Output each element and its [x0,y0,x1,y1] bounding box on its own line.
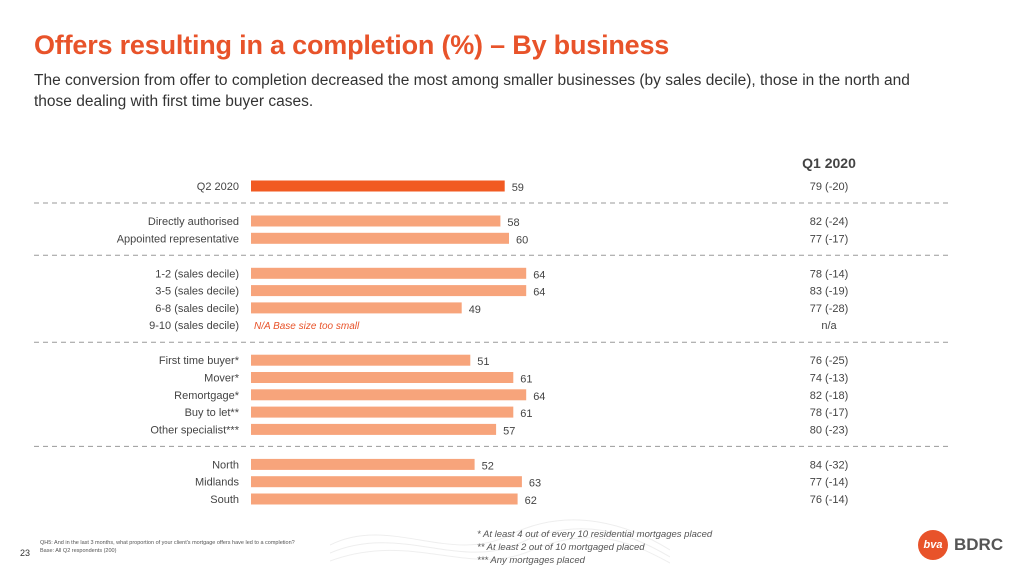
row-label: 1-2 (sales decile) [155,268,239,280]
bar [251,267,527,279]
row-label: Buy to let** [185,407,240,419]
na-note: N/A Base size too small [254,321,360,332]
bva-logo-mark: bva [918,530,948,560]
row-label: 3-5 (sales decile) [155,286,239,298]
q1-value: 76 (-25) [810,355,849,367]
bar [251,180,505,192]
bar [251,423,497,435]
bar-value-label: 63 [529,478,541,490]
bar [251,302,462,314]
row-label: First time buyer* [159,355,240,367]
row-label: South [210,494,239,506]
bar [251,406,514,418]
row-label: Appointed representative [117,233,239,245]
row-label: Remortgage* [174,390,240,402]
footnote-2: ** At least 2 out of 10 mortgaged placed [477,542,645,553]
base-text: Base: All Q2 respondents (200) [40,548,117,554]
q1-value: 84 (-32) [810,459,849,471]
decorative-wave-lines [330,519,670,564]
row-label: Mover* [204,373,240,385]
bar-value-label: 60 [516,234,528,246]
row-label: North [212,459,239,471]
q1-column-header: Q1 2020 [802,155,856,171]
bar-value-label: 59 [512,182,524,194]
bar [251,215,501,227]
page-number: 23 [20,548,31,558]
bar [251,372,514,383]
page-subtitle: The conversion from offer to completion … [34,72,910,110]
q1-value: 78 (-14) [810,268,849,280]
bar [251,389,527,401]
bar-value-label: 61 [520,408,532,420]
bar-value-label: 51 [477,356,489,368]
q1-value: 79 (-20) [810,181,849,193]
footnote-3: *** Any mortgages placed [477,555,585,566]
bar-value-label: 61 [520,374,532,386]
q1-value: 77 (-14) [810,477,849,489]
row-label: 6-8 (sales decile) [155,303,239,315]
bar-value-label: 64 [533,269,545,281]
bar [251,493,518,505]
row-label: Midlands [195,477,240,489]
q1-value: 77 (-28) [810,303,849,315]
bdrc-logo-text: BDRC [954,535,1004,554]
q1-value: 77 (-17) [810,233,849,245]
q1-value: 78 (-17) [810,407,849,419]
q1-value: 83 (-19) [810,286,849,298]
definitions-footnote: * At least 4 out of every 10 residential… [477,528,712,567]
bva-bdrc-logo: bva BDRC [918,530,1014,560]
bar [251,458,475,470]
bar [251,232,509,244]
q1-value: 76 (-14) [810,494,849,506]
question-footnote: QH5: And in the last 3 months, what prop… [40,539,295,555]
q1-value: 82 (-18) [810,390,849,402]
bar-value-label: 62 [525,495,537,507]
row-label: Other specialist*** [150,424,239,436]
bar [251,285,527,297]
bar-value-label: 58 [507,217,519,229]
bar-value-label: 57 [503,425,515,437]
row-label: Directly authorised [148,216,239,228]
bar-value-label: 64 [533,391,545,403]
bar-value-label: 52 [482,460,494,472]
row-label: 9-10 (sales decile) [149,320,239,332]
q1-value: 82 (-24) [810,216,849,228]
bar-value-label: 64 [533,287,545,299]
row-label: Q2 2020 [197,181,239,193]
footnote-1: * At least 4 out of every 10 residential… [477,529,713,540]
q1-value: 80 (-23) [810,424,849,436]
q1-value: n/a [821,320,837,332]
question-text: QH5: And in the last 3 months, what prop… [40,540,295,546]
bar [251,476,522,488]
bar [251,354,471,366]
q1-value: 74 (-13) [810,373,849,385]
page-title: Offers resulting in a completion (%) – B… [34,30,670,60]
bar-value-label: 49 [469,304,481,316]
